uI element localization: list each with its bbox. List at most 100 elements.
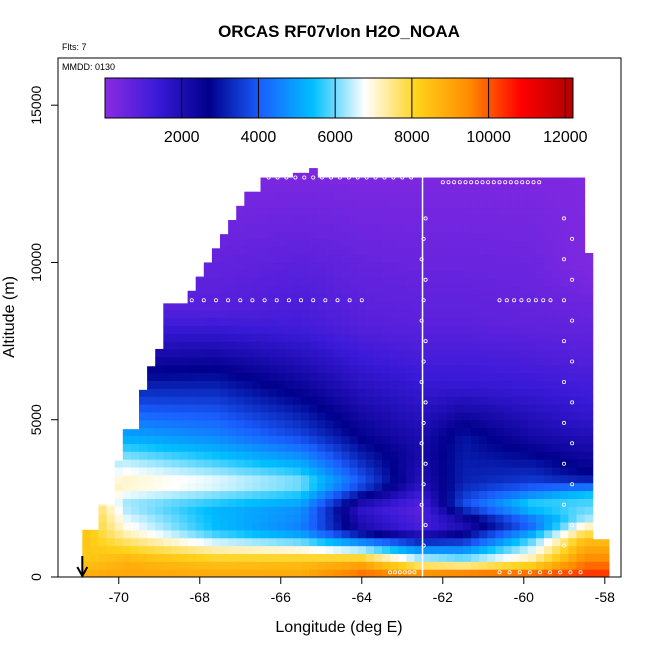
heatmap-cell	[211, 325, 221, 334]
heatmap-cell	[203, 404, 213, 413]
heatmap-cell	[236, 270, 245, 279]
heatmap-cell	[341, 561, 351, 570]
heatmap-cell	[576, 317, 586, 326]
heatmap-cell	[487, 561, 497, 570]
heatmap-cell	[576, 231, 586, 240]
heatmap-cell	[155, 404, 164, 413]
heatmap-cell	[430, 419, 440, 429]
heatmap-cell	[268, 380, 278, 389]
heatmap-cell	[179, 459, 189, 468]
heatmap-cell	[260, 356, 270, 366]
heatmap-cell	[382, 364, 391, 374]
track-point	[177, 298, 182, 303]
heatmap-cell	[454, 506, 464, 515]
heatmap-cell	[357, 498, 367, 507]
heatmap-cell	[527, 223, 537, 232]
heatmap-cell	[171, 569, 181, 577]
heatmap-cell	[390, 191, 399, 201]
heatmap-cell	[292, 262, 302, 271]
heatmap-cell	[98, 506, 108, 515]
heatmap-cell	[422, 262, 432, 271]
heatmap-cell	[398, 545, 407, 555]
heatmap-cell	[446, 545, 456, 555]
track-point	[548, 298, 553, 303]
heatmap-cell	[568, 333, 578, 342]
heatmap-cell	[373, 545, 383, 555]
heatmap-cell	[479, 262, 488, 271]
track-point	[400, 175, 405, 180]
heatmap-cell	[438, 435, 448, 444]
heatmap-cell	[357, 561, 367, 570]
heatmap-cell	[244, 482, 254, 492]
heatmap-cell	[398, 177, 407, 185]
heatmap-cell	[203, 333, 213, 342]
heatmap-cell	[406, 545, 416, 555]
heatmap-cell	[463, 569, 472, 577]
heatmap-cell	[365, 482, 375, 492]
heatmap-cell	[163, 411, 173, 421]
heatmap-cell	[454, 451, 464, 460]
heatmap-cell	[519, 498, 529, 507]
heatmap-cell	[276, 246, 286, 256]
heatmap-cell	[333, 317, 343, 326]
heatmap-cell	[333, 372, 343, 382]
heatmap-cell	[406, 356, 416, 366]
heatmap-cell	[341, 569, 351, 577]
heatmap-cell	[398, 183, 407, 193]
heatmap-cell	[260, 451, 270, 460]
heatmap-cell	[535, 380, 545, 389]
heatmap-cell	[519, 333, 529, 342]
heatmap-cell	[130, 443, 140, 452]
heatmap-cell	[382, 372, 391, 382]
heatmap-cell	[438, 372, 448, 382]
heatmap-cell	[114, 529, 124, 539]
heatmap-cell	[349, 309, 359, 319]
heatmap-cell	[276, 506, 286, 515]
heatmap-cell	[373, 246, 383, 256]
heatmap-cell	[317, 238, 326, 248]
heatmap-cell	[341, 246, 351, 256]
track-point	[558, 570, 563, 575]
track-point	[423, 339, 428, 344]
heatmap-cell	[414, 317, 424, 326]
heatmap-cell	[479, 348, 488, 358]
heatmap-cell	[187, 569, 197, 577]
heatmap-cell	[349, 223, 359, 232]
heatmap-cell	[511, 451, 521, 460]
heatmap-cell	[446, 372, 456, 382]
heatmap-cell	[260, 545, 270, 555]
heatmap-cell	[527, 451, 537, 460]
heatmap-cell	[195, 545, 205, 555]
heatmap-cell	[187, 419, 197, 429]
heatmap-cell	[292, 286, 302, 295]
heatmap-cell	[414, 191, 424, 201]
heatmap-cell	[139, 451, 148, 460]
y-tick-label: 10000	[28, 243, 44, 282]
heatmap-cell	[317, 301, 326, 311]
heatmap-cell	[414, 506, 424, 515]
heatmap-cell	[292, 506, 302, 515]
heatmap-cell	[446, 278, 456, 287]
heatmap-cell	[568, 246, 578, 256]
heatmap-cell	[292, 529, 302, 539]
heatmap-cell	[373, 506, 383, 515]
heatmap-cell	[301, 215, 310, 224]
heatmap-cell	[584, 372, 594, 382]
heatmap-cell	[309, 333, 318, 342]
heatmap-cell	[527, 356, 537, 366]
heatmap-cell	[317, 459, 326, 468]
heatmap-cell	[454, 356, 464, 366]
heatmap-cell	[203, 537, 213, 547]
heatmap-cell	[341, 482, 351, 492]
heatmap-cell	[228, 396, 237, 405]
heatmap-cell	[163, 474, 173, 484]
heatmap-cell	[309, 278, 318, 287]
heatmap-cell	[325, 451, 335, 460]
heatmap-cell	[479, 317, 488, 326]
heatmap-cell	[422, 380, 432, 389]
heatmap-cell	[260, 341, 270, 350]
heatmap-cell	[260, 317, 270, 326]
heatmap-cell	[276, 529, 286, 539]
heatmap-cell	[495, 254, 505, 264]
heatmap-cell	[471, 364, 480, 374]
